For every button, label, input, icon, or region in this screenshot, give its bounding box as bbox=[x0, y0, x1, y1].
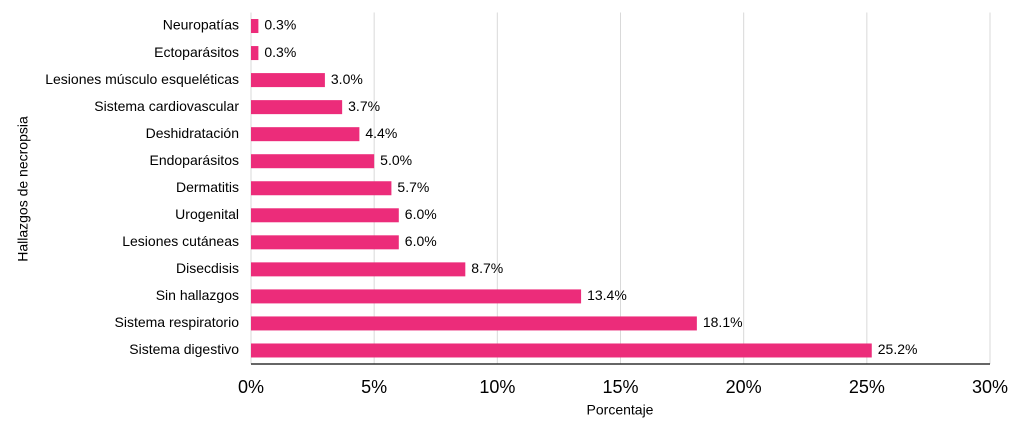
bar bbox=[251, 73, 325, 88]
y-tick-label: Lesiones cutáneas bbox=[122, 233, 239, 249]
value-label: 3.7% bbox=[348, 98, 380, 114]
value-label: 13.4% bbox=[587, 287, 627, 303]
bar bbox=[251, 262, 466, 277]
x-tick-label: 15% bbox=[602, 377, 638, 397]
value-label: 8.7% bbox=[471, 260, 503, 276]
y-tick-label: Deshidratación bbox=[146, 125, 239, 141]
y-tick-label: Urogenital bbox=[175, 206, 239, 222]
bar bbox=[251, 235, 399, 250]
y-tick-label: Disecdisis bbox=[176, 260, 239, 276]
bar bbox=[251, 154, 375, 169]
bar bbox=[251, 46, 259, 61]
value-label: 25.2% bbox=[878, 341, 918, 357]
bar bbox=[251, 100, 343, 115]
y-tick-label: Lesiones músculo esqueléticas bbox=[45, 71, 239, 87]
bar bbox=[251, 181, 392, 196]
value-label: 0.3% bbox=[264, 44, 296, 60]
value-label: 6.0% bbox=[405, 233, 437, 249]
y-tick-label: Sin hallazgos bbox=[156, 287, 239, 303]
x-tick-label: 0% bbox=[238, 377, 264, 397]
y-tick-label: Sistema respiratorio bbox=[115, 314, 240, 330]
value-label: 5.7% bbox=[397, 179, 429, 195]
y-tick-label: Dermatitis bbox=[176, 179, 239, 195]
x-tick-label: 20% bbox=[726, 377, 762, 397]
bar bbox=[251, 19, 259, 34]
value-label: 0.3% bbox=[264, 17, 296, 33]
x-tick-label: 30% bbox=[972, 377, 1008, 397]
bar bbox=[251, 208, 399, 223]
x-tick-label: 25% bbox=[849, 377, 885, 397]
x-tick-label: 10% bbox=[479, 377, 515, 397]
value-label: 4.4% bbox=[365, 125, 397, 141]
bar bbox=[251, 343, 872, 358]
y-tick-label: Endoparásitos bbox=[149, 152, 239, 168]
x-tick-label: 5% bbox=[361, 377, 387, 397]
y-tick-label: Neuropatías bbox=[163, 17, 239, 33]
value-label: 6.0% bbox=[405, 206, 437, 222]
y-tick-label: Sistema cardiovascular bbox=[94, 98, 239, 114]
bar bbox=[251, 127, 360, 142]
value-label: 3.0% bbox=[331, 71, 363, 87]
y-tick-label: Ectoparásitos bbox=[154, 44, 239, 60]
y-tick-label: Sistema digestivo bbox=[129, 341, 239, 357]
x-axis-title: Porcentaje bbox=[587, 402, 654, 418]
bar bbox=[251, 316, 697, 331]
bar bbox=[251, 289, 582, 304]
y-axis-title: Hallazgos de necropsia bbox=[15, 116, 31, 262]
value-label: 18.1% bbox=[703, 314, 743, 330]
value-label: 5.0% bbox=[380, 152, 412, 168]
